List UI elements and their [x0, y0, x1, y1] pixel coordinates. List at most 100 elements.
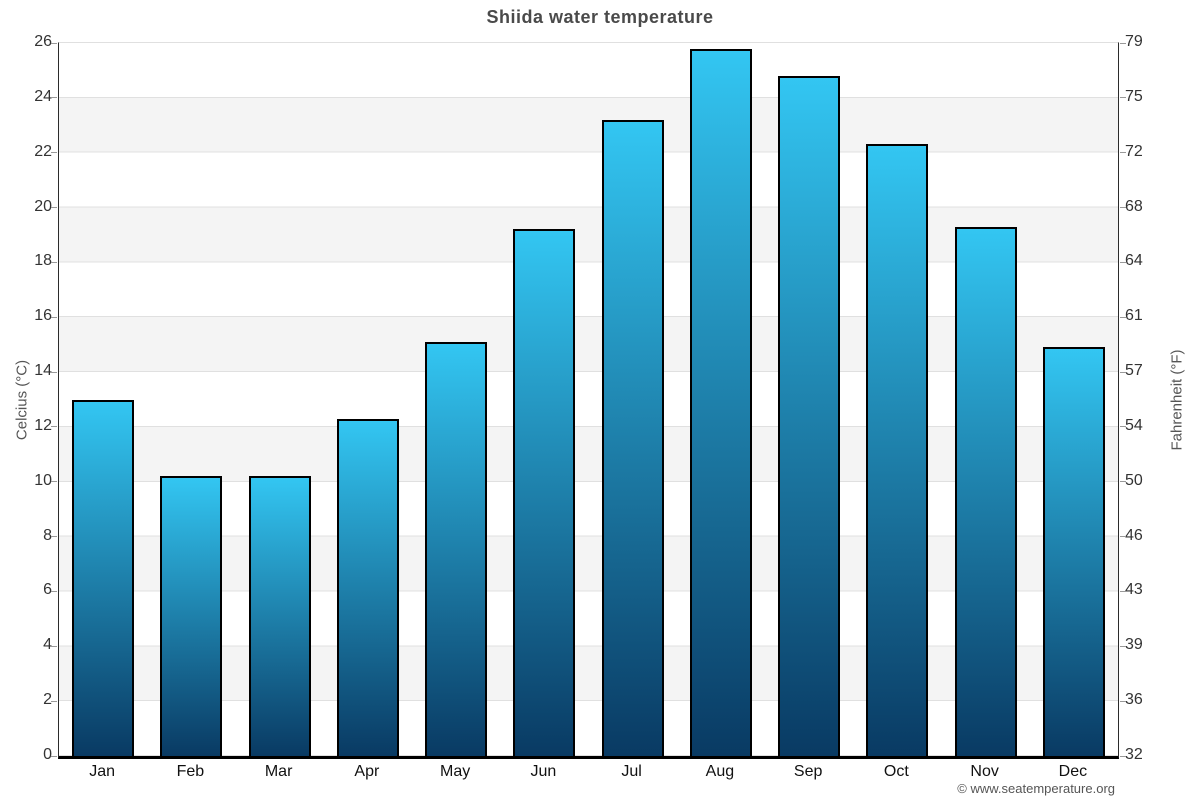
fahrenheit-tick-39: 39	[1125, 636, 1143, 654]
x-axis-month-labels: Jan Feb Mar Apr May Jun Jul Aug Sep Oct Nov Dec	[58, 763, 1117, 781]
bar-slot-aug	[677, 43, 765, 756]
axis-tickmark	[51, 700, 57, 702]
axis-tickmark	[1120, 755, 1126, 757]
axis-tickmark	[51, 207, 57, 209]
axis-tickmark	[51, 371, 57, 373]
bar-slot-feb	[147, 43, 235, 756]
axis-tickmark	[1120, 426, 1126, 428]
celsius-tick-12: 12	[34, 416, 52, 434]
fahrenheit-tick-72: 72	[1125, 142, 1143, 160]
bar-slot-may	[412, 43, 500, 756]
copyright-text: © www.seatemperature.org	[957, 781, 1115, 796]
celsius-tick-18: 18	[34, 252, 52, 270]
axis-tickmark	[1120, 536, 1126, 538]
bar-jan[interactable]	[72, 399, 135, 756]
celsius-tick-8: 8	[43, 526, 52, 544]
x-label-jun: Jun	[530, 763, 557, 780]
bar-aug[interactable]	[689, 48, 752, 756]
x-label-nov: Nov	[970, 763, 999, 780]
bar-slot-jan	[59, 43, 147, 756]
y-axis-ticks-celsius: 0 2 4 6 8 10 12 14 16 18 20 22 24 26	[0, 33, 52, 763]
celsius-tick-14: 14	[34, 362, 52, 380]
fahrenheit-tick-64: 64	[1125, 252, 1143, 270]
bar-nov[interactable]	[954, 226, 1017, 756]
celsius-tick-0: 0	[43, 746, 52, 763]
celsius-tick-24: 24	[34, 87, 52, 105]
fahrenheit-tick-54: 54	[1125, 416, 1143, 434]
fahrenheit-tick-68: 68	[1125, 197, 1143, 215]
x-label-oct: Oct	[883, 763, 909, 780]
axis-tickmark	[51, 481, 57, 483]
bar-sep[interactable]	[778, 75, 841, 756]
axis-tickmark	[1120, 700, 1126, 702]
fahrenheit-tick-61: 61	[1125, 307, 1143, 325]
celsius-tick-26: 26	[34, 33, 52, 50]
axis-tickmark	[51, 261, 57, 263]
axis-tickmark	[51, 316, 57, 318]
axis-tickmark	[51, 152, 57, 154]
axis-tickmark	[1120, 261, 1126, 263]
axis-tickmark	[51, 755, 57, 757]
axis-tickmark	[51, 42, 57, 44]
celsius-tick-2: 2	[43, 691, 52, 709]
bar-slot-dec	[1030, 43, 1118, 756]
bar-jun[interactable]	[513, 229, 576, 756]
x-label-jul: Jul	[621, 763, 642, 780]
axis-tickmark	[1120, 207, 1126, 209]
x-label-sep: Sep	[793, 763, 823, 780]
bar-feb[interactable]	[160, 476, 223, 756]
bar-jul[interactable]	[601, 119, 664, 756]
bar-slot-nov	[942, 43, 1030, 756]
celsius-tick-22: 22	[34, 142, 52, 160]
fahrenheit-tick-32: 32	[1125, 746, 1143, 763]
bar-oct[interactable]	[866, 144, 929, 756]
bar-mar[interactable]	[248, 476, 311, 756]
bar-slot-apr	[324, 43, 412, 756]
axis-tickmark	[1120, 481, 1126, 483]
celsius-tick-6: 6	[43, 581, 52, 599]
x-label-aug: Aug	[705, 763, 735, 780]
bar-may[interactable]	[425, 341, 488, 756]
bar-slot-jul	[589, 43, 677, 756]
fahrenheit-tick-46: 46	[1125, 526, 1143, 544]
axis-tickmark	[51, 97, 57, 99]
fahrenheit-tick-36: 36	[1125, 691, 1143, 709]
plot-area	[51, 42, 1126, 759]
x-label-dec: Dec	[1058, 763, 1088, 780]
x-label-feb: Feb	[176, 763, 205, 780]
celsius-tick-20: 20	[34, 197, 52, 215]
fahrenheit-tick-75: 75	[1125, 87, 1143, 105]
bar-slot-oct	[853, 43, 941, 756]
celsius-tick-16: 16	[34, 307, 52, 325]
axis-tickmark	[1120, 42, 1126, 44]
bar-slot-jun	[500, 43, 588, 756]
axis-tickmark	[1120, 316, 1126, 318]
axis-tickmark	[51, 536, 57, 538]
axis-tickmark	[1120, 152, 1126, 154]
fahrenheit-tick-50: 50	[1125, 471, 1143, 489]
axis-tickmark	[1120, 645, 1126, 647]
axis-tickmark	[1120, 97, 1126, 99]
x-label-jan: Jan	[89, 763, 116, 780]
fahrenheit-tick-43: 43	[1125, 581, 1143, 599]
bar-slot-mar	[236, 43, 324, 756]
axis-tickmark	[1120, 590, 1126, 592]
fahrenheit-tick-57: 57	[1125, 362, 1143, 380]
bar-apr[interactable]	[336, 418, 399, 756]
y-axis-ticks-fahrenheit: 32 36 39 43 46 50 54 57 61 64 68 72 75 79	[1125, 33, 1185, 763]
fahrenheit-tick-79: 79	[1125, 33, 1143, 50]
bar-series	[59, 43, 1118, 756]
x-label-may: May	[440, 763, 471, 780]
axis-tickmark	[1120, 371, 1126, 373]
axis-tickmark	[51, 645, 57, 647]
axis-tickmark	[51, 590, 57, 592]
bar-slot-sep	[765, 43, 853, 756]
axis-tickmark	[51, 426, 57, 428]
bar-dec[interactable]	[1042, 347, 1105, 756]
chart-title: Shiida water temperature	[486, 7, 714, 27]
celsius-tick-4: 4	[43, 636, 52, 654]
x-label-mar: Mar	[264, 763, 293, 780]
x-label-apr: Apr	[354, 763, 380, 780]
celsius-tick-10: 10	[34, 471, 52, 489]
